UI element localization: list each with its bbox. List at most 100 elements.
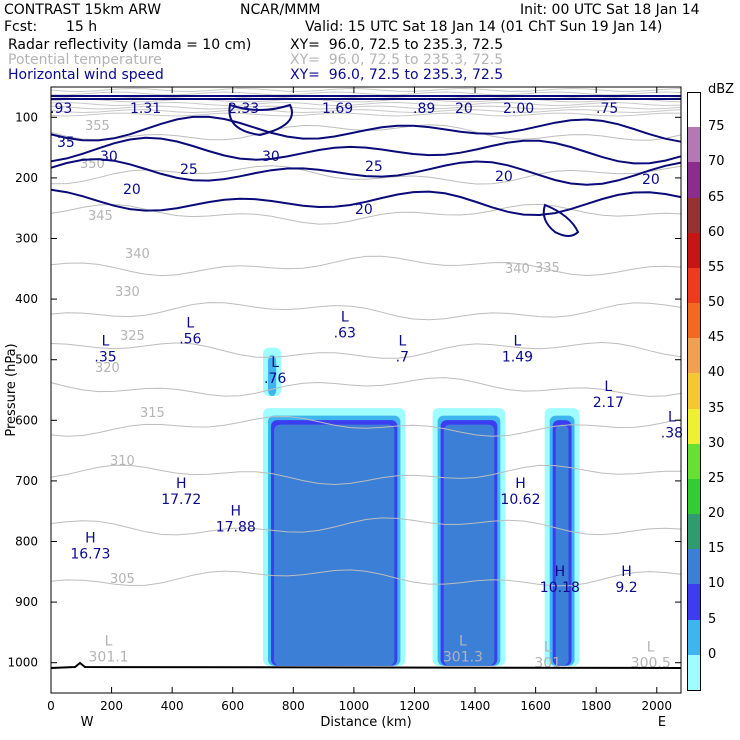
colorbar-swatch bbox=[687, 338, 701, 374]
wind-label-layer: .93 1.31 2.33 1.69 .89 20 2.00 .75 35 30 30 25 25 20 2… bbox=[50, 101, 660, 218]
ground-line bbox=[50, 661, 682, 669]
colorbar-label: 35 bbox=[708, 400, 725, 416]
extremum-value: 16.73 bbox=[70, 547, 110, 563]
extremum-value: 9.2 bbox=[615, 580, 637, 596]
extremum-value: 2.17 bbox=[593, 395, 624, 411]
colorbar-label: 10 bbox=[708, 576, 725, 592]
colorbar-label: 75 bbox=[708, 119, 725, 135]
wind-contour-closed bbox=[542, 203, 580, 237]
x-tick-label: 400 bbox=[161, 699, 184, 713]
extremum-value: .63 bbox=[334, 325, 356, 341]
y-tick-label: 900 bbox=[15, 595, 38, 609]
reflectivity-cell-3-band-3 bbox=[555, 424, 569, 666]
colorbar-label: 50 bbox=[708, 295, 725, 311]
theta-contour-325 bbox=[50, 377, 682, 397]
x-tick-label: 1000 bbox=[339, 699, 370, 713]
wind-label: 20 bbox=[123, 182, 141, 198]
wind-label: .89 bbox=[413, 101, 435, 117]
theta-upper-contour bbox=[50, 87, 682, 93]
extremum-kind: H bbox=[515, 476, 526, 492]
theta-label: 310 bbox=[110, 454, 135, 469]
colorbar-label: 25 bbox=[708, 470, 725, 486]
extremum-value: 301.1 bbox=[89, 650, 129, 666]
field-wind-xy: XY= 96.0, 72.5 to 235.3, 72.5 bbox=[290, 67, 504, 83]
extremum-kind: L bbox=[105, 634, 113, 650]
colorbar-label: 55 bbox=[708, 259, 725, 275]
extremum-kind: H bbox=[555, 564, 566, 580]
wind-contour-layer bbox=[50, 95, 682, 237]
extremum-kind: H bbox=[85, 531, 96, 547]
colorbar-swatch bbox=[687, 514, 701, 550]
theta-label: 320 bbox=[95, 361, 120, 376]
extremum-value: 17.88 bbox=[216, 519, 256, 535]
colorbar-swatch bbox=[687, 584, 701, 620]
extremum-value: 10.62 bbox=[500, 492, 540, 508]
extremum-kind: L bbox=[271, 355, 279, 371]
forecast-hour: 15 h bbox=[66, 19, 98, 35]
theta-label: 340 bbox=[125, 247, 150, 262]
field-reflectivity-name: Radar reflectivity (lamda = 10 cm) bbox=[8, 37, 252, 53]
wind-label: 30 bbox=[100, 149, 118, 165]
wind-label: .93 bbox=[50, 101, 72, 117]
extremum-kind: L bbox=[647, 640, 655, 656]
extrema-layer: L.35L.56L.63L.7L1.49L.76L2.17L.38H17.72H… bbox=[50, 309, 683, 672]
wind-contour-jet bbox=[51, 95, 681, 100]
extremum-value: 301 bbox=[534, 656, 561, 672]
colorbar-top-box bbox=[687, 92, 701, 129]
extremum-value: 301.3 bbox=[443, 650, 483, 666]
model-title: CONTRAST 15km ARW bbox=[4, 2, 162, 18]
y-axis-label: Pressure (hPa) bbox=[4, 343, 19, 436]
x-tick-label: 200 bbox=[100, 699, 123, 713]
colorbar-swatch bbox=[687, 443, 701, 479]
theta-contour-320 bbox=[50, 415, 682, 437]
extremum-kind: L bbox=[514, 334, 522, 350]
theta-label: 340 bbox=[505, 262, 530, 277]
theta-contour-310 bbox=[50, 517, 682, 536]
field-theta-name: Potential temperature bbox=[8, 52, 162, 68]
theta-contour-305 bbox=[50, 569, 682, 587]
colorbar-label: 30 bbox=[708, 435, 725, 451]
x-tick-label: 1800 bbox=[581, 699, 612, 713]
y-tick-label: 200 bbox=[15, 171, 38, 185]
extremum-kind: L bbox=[186, 315, 194, 331]
extremum-value: 10.18 bbox=[540, 580, 580, 596]
colorbar-label: 45 bbox=[708, 330, 725, 346]
theta-contour-layer: 355 350 345 340 340 335 330 325 320 315 310 305 bbox=[50, 87, 682, 587]
theta-contour-330 bbox=[50, 341, 682, 359]
y-tick-label: 800 bbox=[15, 535, 38, 549]
wind-contour-25 bbox=[50, 158, 682, 186]
y-tick-label: 1000 bbox=[7, 656, 38, 670]
theta-label: 350 bbox=[80, 157, 105, 172]
colorbar-swatch bbox=[687, 478, 701, 515]
wind-label: 35 bbox=[57, 135, 75, 151]
theta-upper-contour bbox=[50, 112, 682, 117]
extremum-kind: L bbox=[604, 379, 612, 395]
theta-upper-contour bbox=[50, 101, 682, 107]
east-label: E bbox=[658, 715, 666, 730]
forecast-label: Fcst: bbox=[4, 19, 38, 35]
y-tick-label: 700 bbox=[15, 474, 38, 488]
wind-label: 25 bbox=[180, 162, 198, 178]
theta-contour-345 bbox=[50, 203, 682, 225]
y-tick-label: 100 bbox=[15, 110, 38, 124]
west-label: W bbox=[81, 715, 94, 730]
wind-label: 1.69 bbox=[322, 101, 353, 117]
y-tick-label: 400 bbox=[15, 292, 38, 306]
colorbar-bottom-edge bbox=[687, 690, 701, 691]
extremum-value: .56 bbox=[179, 331, 201, 347]
colorbar-label: 20 bbox=[708, 506, 725, 522]
colorbar-label: 65 bbox=[708, 189, 725, 205]
theta-upper-contour bbox=[50, 98, 682, 103]
theta-label: 325 bbox=[120, 329, 145, 344]
theta-contour-340 bbox=[50, 255, 682, 277]
wind-contour-35 bbox=[50, 115, 682, 143]
theta-contour-315 bbox=[50, 464, 682, 486]
x-tick-label: 1400 bbox=[460, 699, 491, 713]
theta-label: 315 bbox=[140, 406, 165, 421]
colorbar-swatch bbox=[687, 303, 701, 339]
colorbar-unit: dBZ bbox=[708, 82, 735, 97]
extremum-value: .35 bbox=[94, 350, 116, 366]
theta-upper-contour bbox=[50, 105, 682, 110]
theta-label: 355 bbox=[85, 119, 110, 134]
